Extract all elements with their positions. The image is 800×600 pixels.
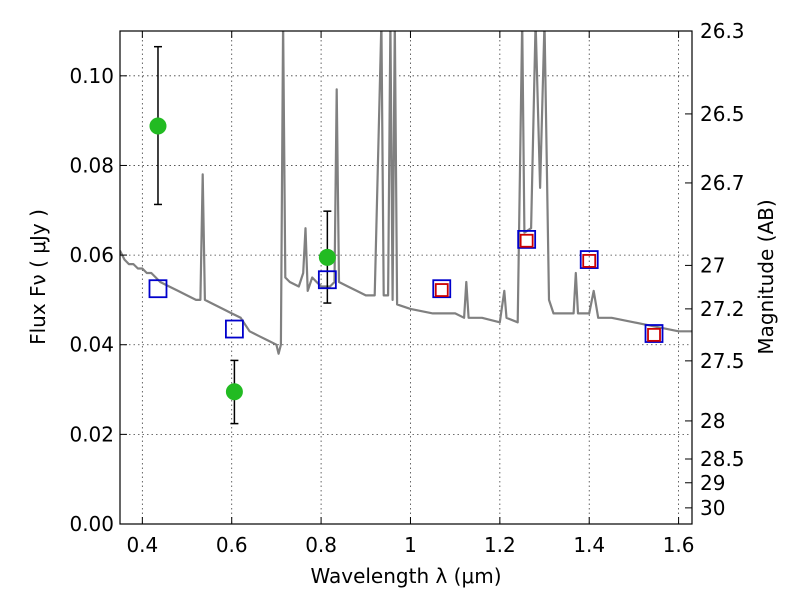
model-flux-square xyxy=(434,283,449,297)
ticks-layer: 0.4 0.6 0.8 1 1.2 1.4 1.6 0.00 0.02 0.04 0.06 0.08 0… xyxy=(69,19,744,557)
y2-tick-label: 27 xyxy=(700,253,725,277)
model-flux-square xyxy=(579,250,599,269)
y-tick-label: 0.00 xyxy=(69,512,114,536)
x-tick-label: 0.6 xyxy=(216,533,248,557)
photometry-point xyxy=(318,248,336,266)
model-flux-square xyxy=(148,279,168,299)
grid-layer xyxy=(120,31,692,525)
points-layer xyxy=(148,45,664,425)
y-tick-label: 0.10 xyxy=(69,64,114,88)
spectrum-layer xyxy=(120,31,692,355)
y-tick-label: 0.02 xyxy=(69,422,114,446)
x-tick-label: 0.4 xyxy=(126,533,158,557)
y-tick-label: 0.08 xyxy=(69,153,114,177)
model-flux-square xyxy=(644,324,664,343)
y2-tick-label: 27.5 xyxy=(700,349,745,373)
y2-axis-label: Magnitude (AB) xyxy=(754,199,778,354)
y2-tick-label: 28 xyxy=(700,409,725,433)
plot-frame xyxy=(119,30,693,525)
y2-tick-label: 29 xyxy=(700,471,725,495)
y2-tick-label: 28.5 xyxy=(700,447,745,471)
model-flux-square xyxy=(432,279,452,299)
y-axis-label: Flux Fν ( μJy ) xyxy=(26,209,50,345)
plot-area xyxy=(120,31,692,425)
photometry-point xyxy=(149,117,167,135)
model-flux-square xyxy=(224,319,244,339)
model-flux-square xyxy=(517,230,537,249)
x-tick-label: 1.6 xyxy=(663,533,695,557)
y2-tick-label: 26.5 xyxy=(700,102,745,126)
x-tick-label: 0.8 xyxy=(305,533,337,557)
y2-tick-label: 30 xyxy=(700,496,725,520)
x-axis-label: Wavelength λ (μm) xyxy=(310,564,501,588)
y2-tick-label: 26.7 xyxy=(700,171,745,195)
spectrum-line xyxy=(120,31,692,355)
x-tick-label: 1.4 xyxy=(573,533,605,557)
y2-tick-label: 26.3 xyxy=(700,19,745,43)
model-flux-square xyxy=(582,254,597,268)
x-tick-label: 1.2 xyxy=(484,533,516,557)
model-flux-square xyxy=(317,270,337,290)
photometry-point xyxy=(225,383,243,401)
y-tick-label: 0.04 xyxy=(69,333,114,357)
model-flux-square xyxy=(647,327,661,342)
y-tick-label: 0.06 xyxy=(69,243,114,267)
x-tick-label: 1 xyxy=(404,533,417,557)
y2-tick-label: 27.2 xyxy=(700,297,745,321)
model-flux-square xyxy=(519,233,534,248)
